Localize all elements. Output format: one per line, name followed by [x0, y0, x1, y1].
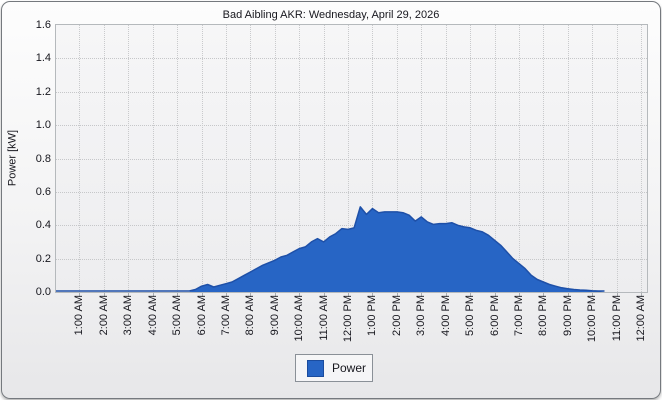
y-tick-label: 0.6 [35, 185, 51, 198]
x-tick-mark [396, 293, 398, 297]
v-gridline [518, 25, 520, 292]
h-gridline [56, 58, 647, 60]
x-tick-label: 3:00 PM [415, 295, 428, 336]
h-gridline [56, 225, 647, 227]
legend-label: Power [332, 361, 367, 375]
x-tick-mark [567, 293, 569, 297]
x-tick-label: 3:00 AM [122, 295, 135, 336]
x-tick-mark [421, 293, 423, 297]
h-gridline [56, 191, 647, 193]
x-tick-label: 10:00 AM [293, 295, 306, 342]
v-gridline [445, 25, 447, 292]
v-gridline [372, 25, 374, 292]
x-tick-mark [470, 293, 472, 297]
x-tick-mark [445, 293, 447, 297]
area-line [56, 206, 605, 292]
v-gridline [616, 25, 618, 292]
x-tick-mark [128, 293, 130, 297]
x-tick-mark [225, 293, 227, 297]
x-tick-mark [274, 293, 276, 297]
x-tick-label: 11:00 AM [317, 295, 330, 341]
x-tick-mark [79, 293, 81, 297]
x-tick-label: 9:00 AM [268, 295, 281, 336]
v-gridline [79, 25, 81, 292]
x-tick-label: 9:00 PM [561, 295, 574, 336]
y-tick-label: 1.4 [35, 52, 51, 65]
x-tick-mark [348, 293, 350, 297]
y-tick-label: 1.6 [35, 19, 51, 31]
y-axis-title: Power [kW] [6, 129, 19, 187]
y-tick-label: 0.0 [35, 286, 51, 298]
x-tick-label: 6:00 AM [195, 295, 208, 336]
x-tick-mark [494, 293, 496, 297]
x-tick-label: 2:00 PM [390, 295, 403, 336]
v-gridline [323, 25, 325, 292]
x-tick-mark [299, 293, 301, 297]
x-tick-label: 12:00 PM [342, 295, 355, 343]
x-tick-mark [152, 293, 154, 297]
v-gridline [396, 25, 398, 292]
v-gridline [128, 25, 130, 292]
y-tick-label: 1.0 [35, 119, 51, 132]
v-gridline [201, 25, 203, 292]
x-tick-mark [103, 293, 105, 297]
x-tick-label: 1:00 PM [366, 295, 379, 336]
area-fill [56, 206, 605, 292]
x-tick-label: 12:00 AM [635, 295, 648, 342]
x-tick-label: 11:00 PM [610, 295, 623, 342]
v-gridline [103, 25, 105, 292]
x-tick-mark [250, 293, 252, 297]
x-tick-mark [372, 293, 374, 297]
v-gridline [641, 25, 643, 292]
v-gridline [494, 25, 496, 292]
v-gridline [152, 25, 154, 292]
v-gridline [592, 25, 594, 292]
legend: Power [295, 354, 373, 382]
legend-item-power[interactable]: Power [307, 359, 367, 377]
x-tick-mark [641, 293, 643, 297]
x-tick-mark [592, 293, 594, 297]
v-gridline [567, 25, 569, 292]
y-tick-label: 0.8 [35, 152, 51, 165]
x-tick-label: 8:00 PM [537, 295, 550, 336]
v-gridline [470, 25, 472, 292]
v-gridline [177, 25, 179, 292]
v-gridline [421, 25, 423, 292]
x-tick-mark [323, 293, 325, 297]
x-tick-mark [616, 293, 618, 297]
x-tick-label: 1:00 AM [73, 295, 86, 336]
x-tick-label: 5:00 AM [171, 295, 184, 336]
v-gridline [274, 25, 276, 292]
h-gridline [56, 91, 647, 93]
x-tick-label: 6:00 PM [488, 295, 501, 336]
y-tick-label: 1.2 [35, 85, 51, 98]
chart-title: Bad Aibling AKR: Wednesday, April 29, 20… [222, 9, 440, 21]
x-tick-mark [177, 293, 179, 297]
h-gridline [56, 158, 647, 160]
x-tick-label: 10:00 PM [586, 295, 599, 343]
h-gridline [56, 125, 647, 127]
y-tick-label: 0.2 [35, 252, 51, 265]
x-tick-label: 5:00 PM [464, 295, 477, 336]
v-gridline [225, 25, 227, 292]
v-gridline [543, 25, 545, 292]
x-tick-label: 4:00 AM [146, 295, 159, 336]
x-tick-mark [543, 293, 545, 297]
power-series-swatch-icon [307, 359, 324, 377]
x-tick-label: 7:00 AM [219, 295, 232, 336]
power-area-series [56, 206, 605, 292]
x-tick-label: 8:00 AM [244, 295, 257, 336]
x-tick-label: 7:00 PM [512, 295, 525, 336]
x-tick-mark [201, 293, 203, 297]
v-gridline [250, 25, 252, 292]
v-gridline [299, 25, 301, 292]
v-gridline [348, 25, 350, 292]
x-tick-label: 4:00 PM [439, 295, 452, 336]
y-tick-label: 0.4 [35, 219, 51, 232]
x-tick-label: 2:00 AM [97, 295, 110, 336]
plot-area[interactable] [55, 24, 648, 293]
x-tick-mark [518, 293, 520, 297]
